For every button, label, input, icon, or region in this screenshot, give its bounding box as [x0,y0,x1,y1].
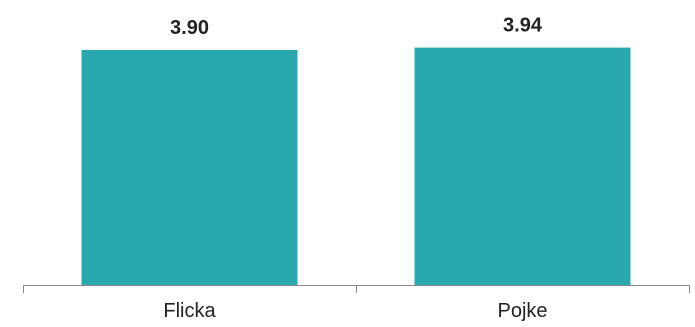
value-labels-group: 3.90 3.94 [170,15,543,39]
x-tick-label-flicka: Flicka [163,300,216,322]
x-tick-labels-group: Flicka Pojke [163,300,547,322]
x-tick-label-pojke: Pojke [497,300,547,322]
bar-pojke [414,47,631,285]
bar-flicka [81,50,298,285]
data-label-pojke: 3.94 [503,15,543,37]
bars-group [81,47,631,285]
x-axis [23,285,690,293]
data-label-flicka: 3.90 [170,17,209,39]
